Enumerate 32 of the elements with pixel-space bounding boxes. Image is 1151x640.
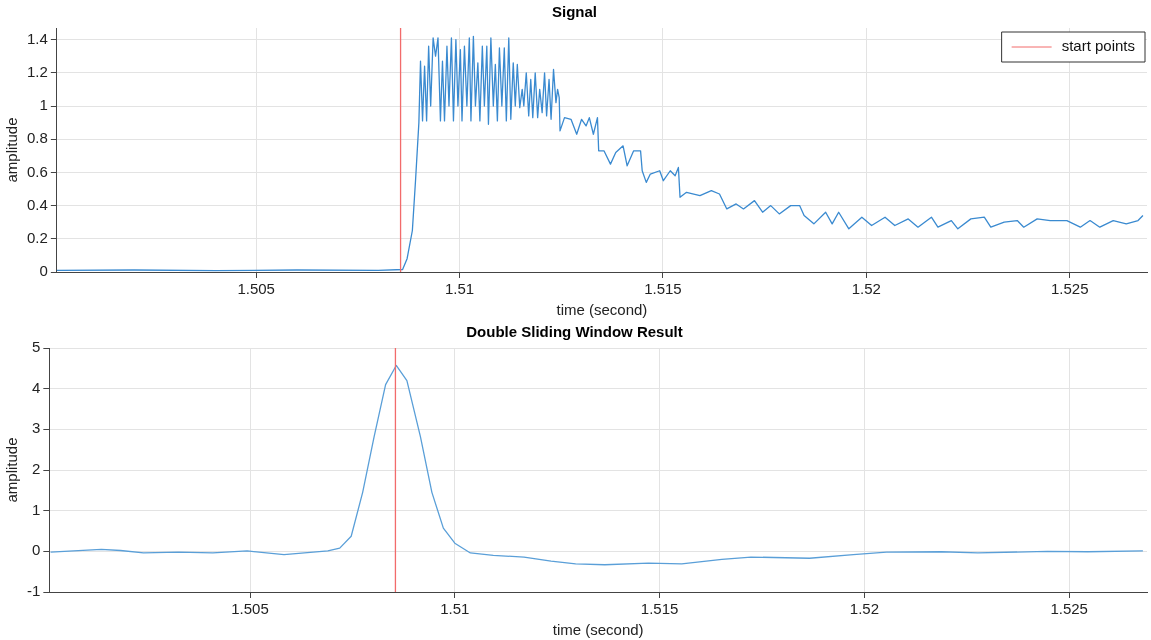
y-tick-label: 0.4 xyxy=(26,195,48,213)
x-tick-label: 1.525 xyxy=(1050,280,1089,298)
chart-title: Signal xyxy=(551,3,598,21)
y-tick-label: 2 xyxy=(31,460,41,478)
y-axis-title: amplitude xyxy=(3,117,21,183)
y-tick-label: 1.4 xyxy=(26,29,48,47)
y-tick-label: -1 xyxy=(26,582,41,600)
x-tick-label: 1.51 xyxy=(440,600,470,618)
chart-title: Double Sliding Window Result xyxy=(466,323,683,341)
y-tick-label: 0.8 xyxy=(26,129,48,147)
x-axis-title: time (second) xyxy=(556,301,648,319)
x-tick-label: 1.525 xyxy=(1050,600,1088,618)
x-tick-label: 1.505 xyxy=(231,600,269,618)
legend-label: start points xyxy=(1061,37,1136,55)
y-axis-title: amplitude xyxy=(3,437,21,503)
y-tick-label: 0 xyxy=(31,541,41,559)
y-tick-label: 3 xyxy=(31,419,41,437)
x-tick-label: 1.505 xyxy=(237,280,275,298)
x-axis-title: time (second) xyxy=(552,621,644,639)
y-tick-label: 0 xyxy=(39,262,48,280)
x-tick-label: 1.52 xyxy=(849,600,879,618)
y-tick-label: 4 xyxy=(31,378,41,396)
y-tick-label: 1 xyxy=(31,500,41,518)
x-tick-label: 1.52 xyxy=(851,280,881,298)
x-tick-label: 1.51 xyxy=(444,280,475,298)
y-tick-label: 1 xyxy=(39,96,48,114)
y-tick-label: 5 xyxy=(31,338,41,356)
y-tick-label: 1.2 xyxy=(26,62,48,80)
y-tick-label: 0.6 xyxy=(26,162,48,180)
x-tick-label: 1.515 xyxy=(640,600,679,618)
y-tick-label: 0.2 xyxy=(26,228,48,246)
x-tick-label: 1.515 xyxy=(644,280,682,298)
